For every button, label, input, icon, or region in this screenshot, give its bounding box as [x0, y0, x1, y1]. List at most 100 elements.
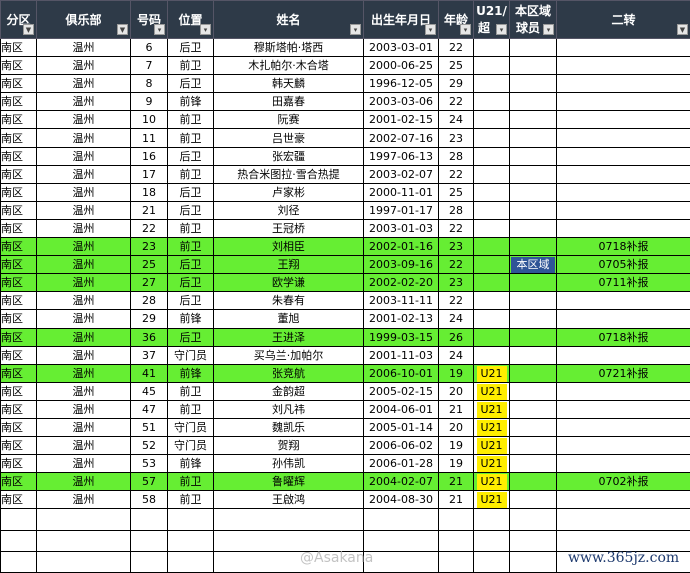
cell-position[interactable]: 后卫 [167, 37, 214, 58]
cell-number[interactable]: 28 [130, 291, 168, 311]
cell-region[interactable] [509, 218, 557, 239]
cell-position[interactable]: 前卫 [167, 56, 214, 76]
cell-region[interactable] [509, 327, 557, 347]
cell-club[interactable]: 温州 [36, 490, 131, 510]
cell-u21[interactable] [473, 237, 510, 257]
cell-age[interactable]: 24 [438, 345, 474, 365]
cell-u21[interactable] [473, 309, 510, 329]
cell-region[interactable] [509, 490, 557, 510]
cell-number[interactable]: 47 [130, 399, 168, 419]
cell-region[interactable] [509, 399, 557, 419]
cell-transfer[interactable] [556, 200, 690, 220]
cell-club[interactable]: 温州 [36, 237, 131, 257]
cell-name[interactable]: 鲁曜辉 [213, 472, 364, 492]
cell-position[interactable]: 前卫 [167, 381, 214, 401]
cell-name[interactable]: 卢家彬 [213, 182, 364, 202]
cell-name[interactable]: 孙伟凯 [213, 454, 364, 474]
cell-position[interactable]: 后卫 [167, 291, 214, 311]
cell-number[interactable]: 51 [130, 417, 168, 438]
cell-name[interactable]: 王进泽 [213, 327, 364, 347]
cell-region[interactable] [509, 237, 557, 257]
dropdown-icon[interactable]: ▾ [496, 24, 507, 35]
cell-dob[interactable]: 2006-06-02 [363, 436, 439, 456]
empty-cell[interactable] [130, 529, 168, 553]
cell-club[interactable]: 温州 [36, 417, 131, 438]
filter-active-icon[interactable]: ▼ [23, 24, 34, 35]
cell-position[interactable]: 前卫 [167, 399, 214, 419]
cell-transfer[interactable] [556, 146, 690, 166]
cell-transfer[interactable] [556, 74, 690, 94]
cell-dob[interactable]: 1999-03-15 [363, 327, 439, 347]
cell-age[interactable]: 22 [438, 218, 474, 239]
cell-age[interactable]: 19 [438, 436, 474, 456]
cell-name[interactable]: 阮赛 [213, 110, 364, 130]
empty-cell[interactable] [438, 551, 474, 573]
cell-age[interactable]: 21 [438, 490, 474, 510]
cell-number[interactable]: 23 [130, 237, 168, 257]
cell-name[interactable]: 王冠桥 [213, 218, 364, 239]
cell-age[interactable]: 22 [438, 164, 474, 184]
cell-u21[interactable]: U21 [473, 381, 510, 401]
cell-club[interactable]: 温州 [36, 381, 131, 401]
dropdown-icon[interactable]: ▾ [154, 24, 165, 35]
cell-region[interactable] [509, 146, 557, 166]
cell-club[interactable]: 温州 [36, 345, 131, 365]
cell-club[interactable]: 温州 [36, 146, 131, 166]
cell-name[interactable]: 刘径 [213, 200, 364, 220]
cell-transfer[interactable]: 0718补报 [556, 237, 690, 257]
cell-dob[interactable]: 2000-06-25 [363, 56, 439, 76]
cell-dob[interactable]: 2002-07-16 [363, 128, 439, 148]
cell-name[interactable]: 热合米图拉·雪合热提 [213, 164, 364, 184]
cell-age[interactable]: 28 [438, 200, 474, 220]
cell-u21[interactable]: U21 [473, 490, 510, 510]
cell-u21[interactable] [473, 255, 510, 275]
cell-u21[interactable] [473, 128, 510, 148]
cell-club[interactable]: 温州 [36, 472, 131, 492]
cell-position[interactable]: 前锋 [167, 454, 214, 474]
empty-cell[interactable] [509, 529, 557, 553]
cell-zone[interactable]: 南区 [0, 255, 37, 275]
cell-transfer[interactable] [556, 182, 690, 202]
cell-transfer[interactable] [556, 381, 690, 401]
cell-u21[interactable]: U21 [473, 454, 510, 474]
cell-region[interactable] [509, 309, 557, 329]
cell-number[interactable]: 8 [130, 74, 168, 94]
cell-position[interactable]: 守门员 [167, 417, 214, 438]
cell-age[interactable]: 20 [438, 381, 474, 401]
dropdown-icon[interactable]: ▾ [350, 24, 361, 35]
cell-age[interactable]: 25 [438, 182, 474, 202]
cell-position[interactable]: 前卫 [167, 490, 214, 510]
cell-dob[interactable]: 2001-02-15 [363, 110, 439, 130]
empty-cell[interactable] [167, 529, 214, 553]
cell-number[interactable]: 18 [130, 182, 168, 202]
cell-name[interactable]: 买乌兰·加帕尔 [213, 345, 364, 365]
cell-position[interactable]: 前锋 [167, 92, 214, 112]
cell-club[interactable]: 温州 [36, 37, 131, 58]
cell-club[interactable]: 温州 [36, 218, 131, 239]
dropdown-icon[interactable]: ▾ [460, 24, 471, 35]
cell-name[interactable]: 朱春有 [213, 291, 364, 311]
cell-region[interactable] [509, 128, 557, 148]
cell-position[interactable]: 前卫 [167, 164, 214, 184]
empty-cell[interactable] [167, 551, 214, 573]
cell-number[interactable]: 27 [130, 273, 168, 293]
cell-transfer[interactable] [556, 218, 690, 239]
cell-zone[interactable]: 南区 [0, 327, 37, 347]
cell-region[interactable] [509, 110, 557, 130]
cell-position[interactable]: 后卫 [167, 327, 214, 347]
cell-position[interactable]: 后卫 [167, 146, 214, 166]
cell-club[interactable]: 温州 [36, 273, 131, 293]
cell-number[interactable]: 45 [130, 381, 168, 401]
cell-position[interactable]: 前锋 [167, 363, 214, 383]
cell-age[interactable]: 26 [438, 327, 474, 347]
cell-u21[interactable] [473, 273, 510, 293]
cell-club[interactable]: 温州 [36, 454, 131, 474]
cell-number[interactable]: 25 [130, 255, 168, 275]
cell-transfer[interactable]: 0705补报 [556, 255, 690, 275]
cell-u21[interactable]: U21 [473, 472, 510, 492]
cell-club[interactable]: 温州 [36, 327, 131, 347]
cell-dob[interactable]: 2003-03-01 [363, 37, 439, 58]
cell-zone[interactable]: 南区 [0, 454, 37, 474]
cell-number[interactable]: 17 [130, 164, 168, 184]
cell-number[interactable]: 52 [130, 436, 168, 456]
